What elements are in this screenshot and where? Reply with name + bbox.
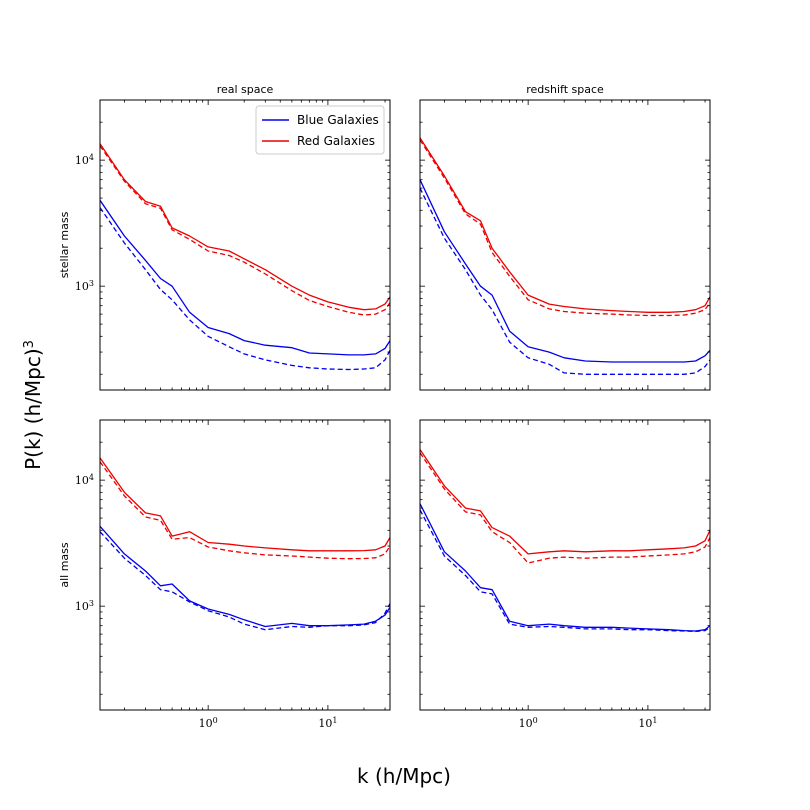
x-tick-label: 100 <box>199 716 218 731</box>
panel-frame <box>99 99 391 391</box>
series-group <box>420 449 710 633</box>
x-tick-exponent: 1 <box>332 716 337 725</box>
x-tick-label: 101 <box>638 716 657 731</box>
column-title: real space <box>217 83 274 96</box>
x-tick-label: 101 <box>318 716 337 731</box>
legend-label-blue: Blue Galaxies <box>297 113 379 127</box>
series-line-blue-dashed <box>420 509 710 633</box>
legend: Blue Galaxies Red Galaxies <box>255 105 385 155</box>
series-line-blue-solid <box>420 503 710 632</box>
y-tick-exponent: 4 <box>89 153 94 162</box>
series-line-blue-dashed <box>100 531 390 631</box>
y-tick-exponent: 3 <box>89 279 94 288</box>
series-line-red-solid <box>420 449 710 555</box>
series-line-red-dashed <box>420 452 710 564</box>
panel-frame <box>419 419 711 711</box>
y-tick-base: 10 <box>75 154 89 167</box>
series-line-blue-dashed <box>420 187 710 375</box>
x-axis-label: k (h/Mpc) <box>357 764 451 788</box>
y-axis-label-main: P(k) (h/Mpc) <box>21 348 45 470</box>
panel-frame <box>99 419 391 711</box>
x-tick-base: 10 <box>638 717 652 730</box>
row-label: stellar mass <box>58 211 71 278</box>
row-label: all mass <box>58 542 71 588</box>
y-tick-label: 104 <box>75 473 94 488</box>
series-group <box>420 137 710 375</box>
series-line-blue-solid <box>100 525 390 628</box>
x-tick-base: 10 <box>519 717 533 730</box>
x-tick-base: 10 <box>199 717 213 730</box>
x-tick-exponent: 1 <box>652 716 657 725</box>
series-line-red-dashed <box>100 145 390 316</box>
x-tick-base: 10 <box>318 717 332 730</box>
series-line-blue-solid <box>420 179 710 363</box>
x-tick-exponent: 0 <box>213 716 218 725</box>
y-tick-label: 104 <box>75 153 94 168</box>
series-line-blue-dashed <box>100 207 390 371</box>
y-tick-base: 10 <box>75 600 89 613</box>
y-axis-label-exponent: 3 <box>22 340 37 348</box>
y-tick-exponent: 4 <box>89 473 94 482</box>
series-line-blue-solid <box>100 199 390 356</box>
legend-label-red: Red Galaxies <box>297 134 375 148</box>
x-tick-label: 100 <box>519 716 538 731</box>
y-tick-label: 103 <box>75 599 94 614</box>
y-axis-label: P(k) (h/Mpc)3 <box>21 340 45 470</box>
y-tick-base: 10 <box>75 474 89 487</box>
y-tick-exponent: 3 <box>89 599 94 608</box>
y-tick-base: 10 <box>75 280 89 293</box>
series-group <box>100 457 390 631</box>
y-tick-label: 103 <box>75 279 94 294</box>
panel-frame <box>419 99 711 391</box>
series-line-red-solid <box>100 457 390 552</box>
series-group <box>100 143 390 371</box>
series-line-red-dashed <box>100 461 390 560</box>
legend-box <box>255 105 385 155</box>
series-line-red-dashed <box>420 139 710 317</box>
column-title: redshift space <box>526 83 604 96</box>
x-tick-exponent: 0 <box>533 716 538 725</box>
series-line-red-solid <box>420 137 710 313</box>
panel-stellar-redshift: redshift space <box>419 83 711 391</box>
series-line-red-solid <box>100 143 390 311</box>
panel-all-redshift: 100 101 <box>419 419 711 731</box>
